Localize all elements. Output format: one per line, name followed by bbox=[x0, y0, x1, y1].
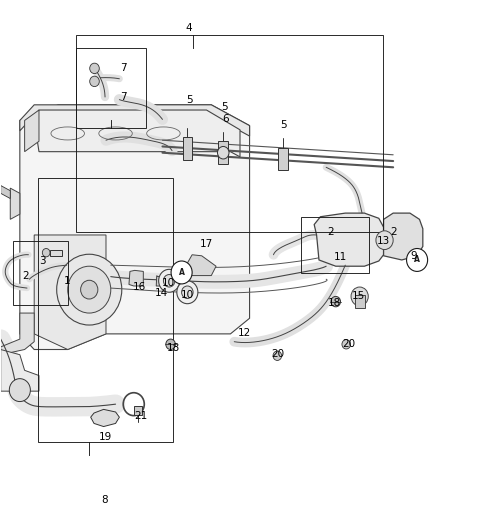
Circle shape bbox=[376, 231, 393, 250]
Circle shape bbox=[158, 269, 180, 292]
Text: 20: 20 bbox=[343, 339, 356, 349]
Text: 21: 21 bbox=[134, 411, 147, 421]
Polygon shape bbox=[156, 276, 164, 286]
Circle shape bbox=[331, 296, 340, 307]
Circle shape bbox=[9, 378, 30, 401]
Text: A: A bbox=[179, 268, 184, 277]
Text: 19: 19 bbox=[98, 432, 112, 442]
Polygon shape bbox=[0, 313, 34, 355]
Polygon shape bbox=[384, 213, 423, 260]
Bar bbox=[76, 34, 383, 232]
Polygon shape bbox=[182, 255, 216, 276]
Text: 20: 20 bbox=[271, 349, 284, 359]
Circle shape bbox=[81, 280, 98, 299]
Text: 2: 2 bbox=[328, 228, 334, 238]
Circle shape bbox=[57, 254, 122, 325]
Circle shape bbox=[163, 275, 175, 287]
Text: 15: 15 bbox=[352, 291, 365, 301]
Polygon shape bbox=[34, 110, 240, 157]
Circle shape bbox=[351, 287, 368, 306]
Polygon shape bbox=[49, 250, 62, 256]
Text: 4: 4 bbox=[185, 23, 192, 33]
Bar bbox=[38, 177, 173, 442]
Polygon shape bbox=[20, 105, 250, 350]
Text: 10: 10 bbox=[162, 278, 175, 288]
Text: 11: 11 bbox=[334, 252, 347, 262]
Text: 5: 5 bbox=[186, 94, 193, 104]
Circle shape bbox=[177, 281, 198, 304]
Text: 17: 17 bbox=[200, 240, 213, 250]
Polygon shape bbox=[20, 105, 250, 136]
Text: 16: 16 bbox=[133, 282, 146, 292]
Text: 2: 2 bbox=[390, 228, 396, 238]
Text: 13: 13 bbox=[377, 236, 390, 246]
Text: 8: 8 bbox=[102, 495, 108, 505]
Circle shape bbox=[68, 266, 111, 313]
Circle shape bbox=[42, 248, 50, 257]
Polygon shape bbox=[314, 213, 384, 266]
Text: 10: 10 bbox=[181, 290, 194, 300]
Text: 7: 7 bbox=[120, 92, 127, 102]
Bar bbox=[12, 241, 68, 305]
Text: 5: 5 bbox=[280, 120, 287, 129]
Circle shape bbox=[181, 286, 193, 299]
Text: 9: 9 bbox=[410, 251, 417, 261]
Polygon shape bbox=[0, 350, 39, 391]
Polygon shape bbox=[218, 141, 228, 164]
Circle shape bbox=[273, 351, 282, 360]
Polygon shape bbox=[24, 110, 39, 152]
Text: A: A bbox=[414, 255, 420, 265]
Text: 14: 14 bbox=[155, 288, 168, 298]
Text: 3: 3 bbox=[39, 256, 46, 266]
Circle shape bbox=[407, 248, 428, 271]
Circle shape bbox=[342, 340, 350, 349]
Polygon shape bbox=[91, 409, 120, 426]
Text: 2: 2 bbox=[22, 270, 29, 281]
Circle shape bbox=[217, 147, 229, 159]
Polygon shape bbox=[355, 295, 365, 308]
Circle shape bbox=[90, 76, 99, 87]
Circle shape bbox=[90, 63, 99, 74]
Polygon shape bbox=[182, 137, 192, 160]
Polygon shape bbox=[129, 270, 144, 286]
Text: 12: 12 bbox=[238, 328, 252, 338]
Polygon shape bbox=[34, 235, 106, 350]
Polygon shape bbox=[0, 185, 10, 198]
Text: 18: 18 bbox=[167, 343, 180, 353]
Text: 18: 18 bbox=[328, 298, 341, 307]
Circle shape bbox=[166, 339, 175, 350]
Polygon shape bbox=[278, 148, 288, 170]
Bar bbox=[76, 48, 146, 128]
Polygon shape bbox=[10, 188, 20, 219]
Text: 6: 6 bbox=[222, 114, 229, 124]
Text: 1: 1 bbox=[63, 276, 70, 286]
Polygon shape bbox=[134, 406, 142, 414]
Circle shape bbox=[171, 261, 192, 284]
Bar bbox=[301, 217, 369, 273]
Text: 7: 7 bbox=[120, 63, 127, 74]
Text: 5: 5 bbox=[221, 102, 228, 112]
